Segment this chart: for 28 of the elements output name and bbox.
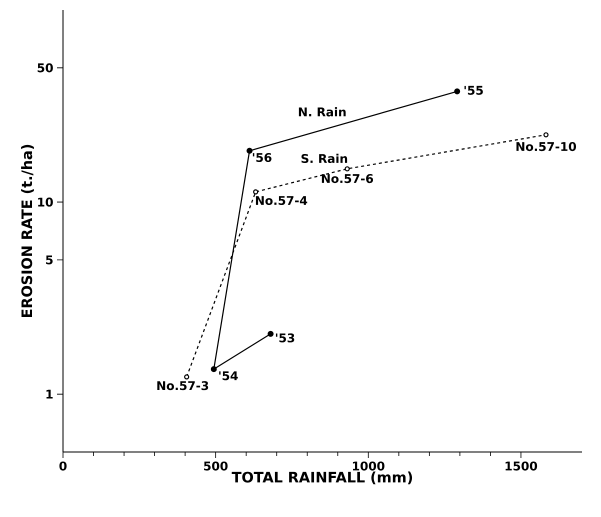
- point: [268, 330, 274, 337]
- point: [184, 374, 190, 380]
- x-tick-label: 1000: [352, 461, 384, 471]
- annotation: No.57-3: [157, 381, 208, 390]
- x-tick-label: 500: [204, 461, 228, 471]
- point: [543, 132, 549, 138]
- y-tick-label: 10: [38, 198, 53, 207]
- point: [253, 189, 258, 194]
- y-tick-label: 1: [46, 390, 53, 399]
- point: [454, 88, 460, 94]
- point: [344, 166, 350, 172]
- annotation: '53: [276, 333, 294, 342]
- annotation: No.57-6: [322, 174, 374, 184]
- point: [210, 366, 217, 372]
- annotation: '56: [252, 152, 272, 162]
- x-tick-label: 1500: [506, 461, 538, 471]
- y-tick-label: 50: [38, 63, 53, 72]
- annotation: No.57-4: [256, 196, 308, 206]
- point: [246, 148, 253, 154]
- annotation: '54: [219, 371, 238, 380]
- series-label: N. Rain: [298, 107, 346, 116]
- y-axis-title: EROSION RATE (t./ha): [21, 144, 34, 318]
- y-tick-label: 5: [46, 255, 53, 264]
- x-tick-label: 0: [59, 461, 67, 471]
- series-label: S. Rain: [302, 154, 348, 164]
- annotation: '55: [464, 86, 483, 95]
- annotation: No.57-10: [516, 142, 576, 152]
- x-axis-title: TOTAL RAINFALL (mm): [232, 471, 412, 484]
